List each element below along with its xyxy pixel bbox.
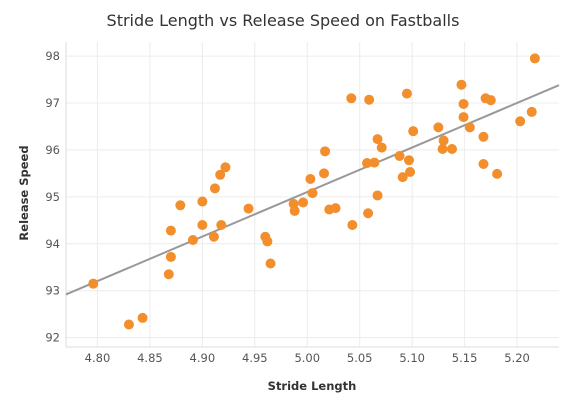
data-point[interactable] [165,225,176,236]
data-point[interactable] [397,172,408,183]
y-tick-label: 95 [45,190,60,204]
data-point[interactable] [363,208,374,219]
data-point[interactable] [456,79,467,90]
data-point[interactable] [515,116,526,127]
data-points [88,53,540,330]
data-point[interactable] [88,278,99,289]
data-point[interactable] [405,166,416,177]
data-point[interactable] [369,157,380,168]
data-point[interactable] [376,142,387,153]
y-tick-label: 94 [45,237,60,251]
data-point[interactable] [289,205,300,216]
y-tick-label: 97 [45,96,60,110]
data-point[interactable] [372,134,383,145]
data-point[interactable] [458,112,469,123]
data-point[interactable] [307,188,318,199]
data-point[interactable] [526,106,537,117]
data-point[interactable] [216,220,227,230]
data-point[interactable] [197,196,208,207]
data-point[interactable] [187,235,198,246]
data-point[interactable] [404,155,415,166]
data-point[interactable] [529,53,540,64]
x-tick-label: 5.10 [399,351,425,365]
chart-title: Stride Length vs Release Speed on Fastba… [107,11,460,30]
x-tick-label: 5.15 [452,351,478,365]
data-point[interactable] [346,93,357,104]
data-point[interactable] [347,220,358,230]
data-point[interactable] [137,312,148,323]
x-tick-label: 5.00 [294,351,320,365]
data-point[interactable] [243,203,254,214]
data-point[interactable] [372,190,383,201]
data-point[interactable] [437,143,448,154]
data-point[interactable] [265,258,276,269]
data-point[interactable] [330,203,341,214]
y-tick-label: 93 [45,284,60,298]
y-tick-label: 96 [45,143,60,157]
data-point[interactable] [220,162,231,173]
data-point[interactable] [163,269,174,280]
data-point[interactable] [478,159,489,169]
x-tick-label: 4.95 [242,351,268,365]
data-point[interactable] [208,231,219,242]
data-point[interactable] [464,122,475,133]
data-point[interactable] [433,122,444,133]
data-point[interactable] [447,143,458,154]
y-axis-label: Release Speed [17,145,31,240]
data-point[interactable] [123,319,134,330]
x-tick-label: 4.80 [85,351,111,365]
data-point[interactable] [197,220,208,230]
data-point[interactable] [175,200,186,211]
data-point[interactable] [408,126,419,137]
y-tick-label: 92 [45,331,60,345]
data-point[interactable] [458,98,469,109]
data-point[interactable] [394,151,405,162]
x-tick-label: 4.90 [190,351,216,365]
data-point[interactable] [262,236,273,247]
data-point[interactable] [401,88,412,99]
data-point[interactable] [215,169,226,180]
data-point[interactable] [364,94,375,105]
data-point[interactable] [478,131,489,142]
data-point[interactable] [165,251,176,262]
data-point[interactable] [362,158,373,169]
data-point[interactable] [305,174,316,185]
data-point[interactable] [319,168,330,179]
data-point[interactable] [438,135,449,146]
x-tick-label: 4.85 [137,351,163,365]
data-point[interactable] [485,95,496,106]
x-tick-label: 5.20 [504,351,530,365]
data-point[interactable] [320,146,331,157]
x-axis-label: Stride Length [268,379,357,393]
y-tick-label: 98 [45,49,60,63]
data-point[interactable] [209,183,220,194]
x-tick-label: 5.05 [347,351,373,365]
data-point[interactable] [298,197,309,208]
axes: 4.80 4.85 4.90 4.95 5.00 5.05 5.10 5.15 5.20 92 93… [45,42,559,365]
data-point[interactable] [492,168,503,179]
